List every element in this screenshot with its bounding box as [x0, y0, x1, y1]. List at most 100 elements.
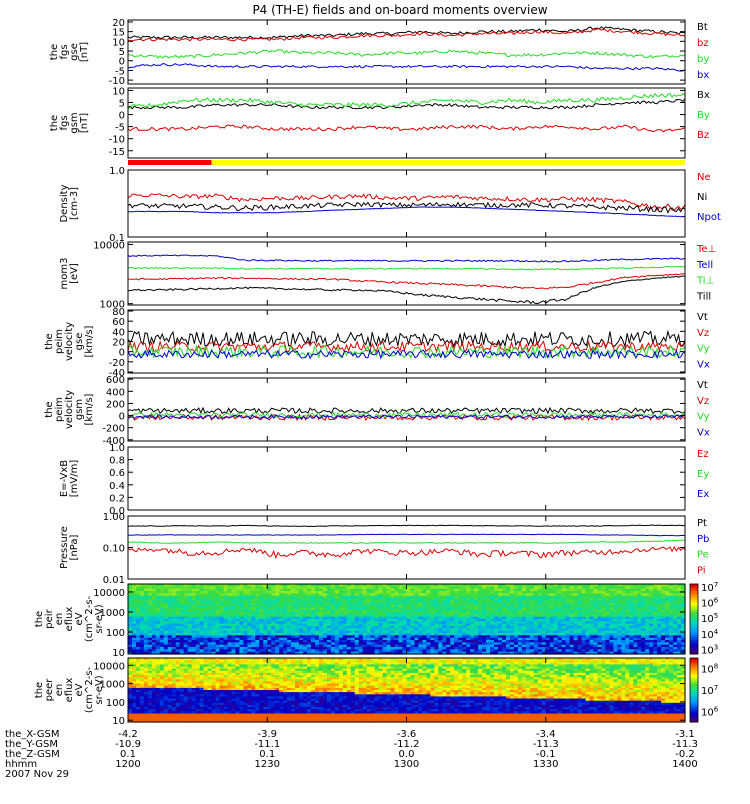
fgs_gsm-series-black	[128, 99, 685, 109]
ytick-label: 0.8	[109, 456, 125, 467]
ytick-label: -5	[115, 123, 125, 134]
colorbar-swatch	[690, 586, 698, 589]
legend-fgs_gsm-Bx: Bx	[697, 90, 710, 101]
peir-colorbar: 107 106 105 104 103	[690, 581, 719, 656]
temperature-series-blue	[128, 255, 685, 262]
legend-peim_gsm-Vx: Vx	[697, 427, 710, 438]
ytick-label: 0	[119, 111, 125, 122]
pressure-series-black	[128, 525, 685, 527]
legend-peim_gse-Vz: Vz	[697, 328, 709, 339]
legend-peim_gsm-Vz: Vz	[697, 396, 709, 407]
ylabel-line: [nPa]	[69, 534, 80, 560]
ylabel-line: sr-eV)	[94, 604, 105, 633]
colorbar-swatch	[690, 614, 698, 617]
legend-density-Ne: Ne	[697, 172, 711, 183]
ytick-label: 0.6	[109, 468, 125, 479]
legend-peim_gsm-Vt: Vt	[697, 380, 708, 391]
legend-pressure-Pe: Pe	[697, 550, 709, 561]
ytick-label: 1.0	[109, 166, 125, 177]
legend-density-Ni: Ni	[697, 192, 707, 203]
legend-fgs_gse-Bt: Bt	[697, 22, 708, 33]
ytick-label: -15	[109, 147, 125, 158]
colorbar-tick-label: 105	[701, 612, 718, 625]
legend-fgs_gse-bz: bz	[697, 38, 709, 49]
colorbar-tick-label: 106	[701, 597, 719, 610]
ytick-label: 0	[119, 412, 125, 423]
ytick-label: 100	[106, 628, 125, 639]
colorbar-tick-label: 103	[701, 643, 718, 656]
ytick-label: 600	[106, 375, 125, 386]
temperature-series-green	[128, 267, 685, 270]
ylabel-line: [mV/m]	[69, 460, 80, 498]
temperature-series-black	[128, 276, 685, 304]
colorbar-swatch	[690, 593, 698, 596]
legend-fgs_gse-bx: bx	[697, 70, 709, 81]
ylabel-line: [cm-3]	[69, 187, 80, 220]
legend-peim_gse-Vt: Vt	[697, 312, 708, 323]
pressure-series-blue	[128, 534, 685, 536]
colorbar-tick-label: 107	[701, 581, 718, 594]
legend-fgs_gse-by: by	[697, 54, 709, 65]
colorbar-swatch	[690, 607, 698, 610]
colorbar-swatch	[690, 621, 698, 624]
peer-spectrogram	[128, 658, 686, 723]
colorbar-tick-label: 104	[701, 628, 719, 641]
peim_gse-frame	[128, 310, 685, 373]
ytick-label: 0.01	[103, 575, 125, 586]
peim_gse-series-blue	[128, 350, 685, 358]
fgs_gse-series-green	[128, 50, 685, 58]
pressure-series-red	[128, 547, 685, 558]
legend-peim_gse-Vy: Vy	[697, 344, 710, 355]
legend-peim_gse-Vx: Vx	[697, 359, 710, 370]
ytick-label: 1.00	[103, 512, 125, 523]
legend-pressure-Pt: Pt	[697, 518, 707, 529]
legend-exb-Ex: Ex	[697, 489, 709, 500]
ylabel-line: [km/s]	[84, 325, 95, 357]
colorbar-swatch	[690, 649, 698, 652]
colorbar-swatch	[690, 635, 698, 638]
peim_gsm-series-black	[128, 408, 685, 413]
ytick-label: 10	[112, 648, 125, 659]
ytick-label: 10000	[93, 240, 125, 251]
fgs_gsm-series-green	[128, 94, 685, 109]
legend-pressure-Pb: Pb	[697, 534, 709, 545]
legend-temperature-Ti⊥: Ti⊥	[696, 276, 714, 287]
ylabel-line: [nT]	[79, 42, 90, 62]
ylabel-line: [km/s]	[84, 393, 95, 425]
fgs_gse-series-red	[128, 29, 685, 41]
fgs_gse-series-blue	[128, 64, 685, 72]
figure-title: P4 (TH-E) fields and on-board moments ov…	[252, 3, 547, 17]
ytick-label: -200	[102, 424, 125, 435]
ytick-label: 0.4	[109, 481, 125, 492]
colorbar-swatch	[690, 642, 698, 645]
ylabel-line: [eV]	[69, 263, 80, 284]
temperature-frame	[128, 242, 685, 305]
exb-frame	[128, 447, 685, 510]
colorbar-swatch	[690, 628, 698, 631]
ytick-label: 1.0	[109, 443, 125, 454]
ytick-label: 10	[112, 86, 125, 97]
colorbar-swatch	[690, 600, 698, 603]
fgs_gse-series-black	[128, 27, 685, 39]
legend-fgs_gsm-Bz: Bz	[697, 130, 709, 141]
legend-pressure-Pi: Pi	[697, 565, 706, 576]
legend-temperature-Till: Till	[696, 291, 711, 302]
ytick-label: -10	[109, 135, 125, 146]
legend-exb-Ez: Ez	[697, 449, 709, 460]
pressure-series-green	[128, 540, 685, 543]
legend-peim_gsm-Vy: Vy	[697, 412, 710, 423]
ytick-label: 5	[119, 98, 125, 109]
fgs_gsm-series-red	[128, 125, 685, 132]
ytick-label: 0.2	[109, 493, 125, 504]
ylabel-line: [nT]	[79, 113, 90, 133]
legend-temperature-Tell: Tell	[696, 260, 713, 271]
